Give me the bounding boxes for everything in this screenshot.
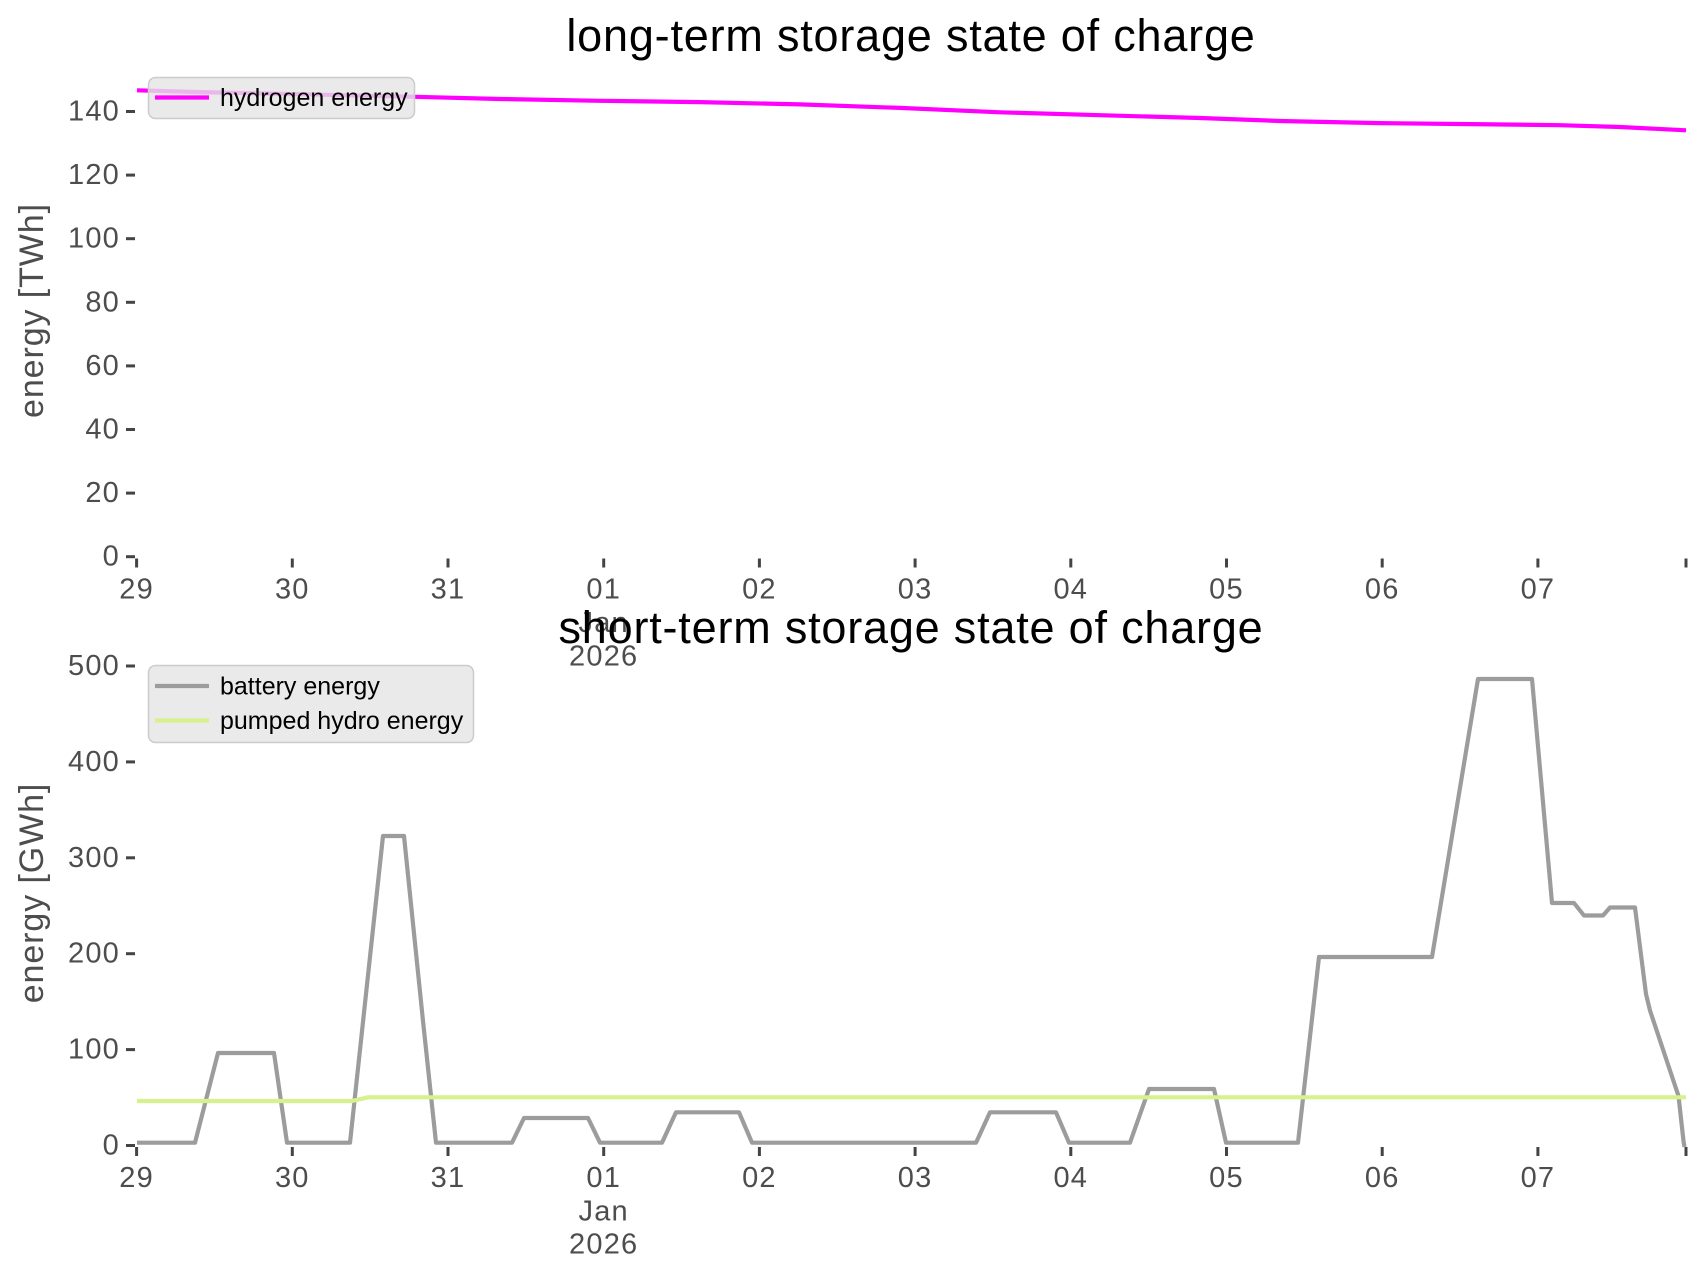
svg-text:400: 400	[68, 746, 120, 778]
svg-text:02: 02	[742, 1162, 777, 1194]
svg-text:03: 03	[898, 574, 933, 606]
svg-text:300: 300	[68, 842, 120, 874]
svg-text:02: 02	[742, 574, 777, 606]
svg-text:40: 40	[85, 414, 120, 446]
svg-text:20: 20	[85, 477, 120, 509]
svg-text:140: 140	[68, 96, 120, 128]
svg-text:Jan: Jan	[579, 607, 629, 639]
svg-text:battery energy: battery energy	[220, 673, 380, 701]
svg-text:01: 01	[586, 574, 621, 606]
svg-text:100: 100	[68, 223, 120, 255]
svg-text:05: 05	[1209, 574, 1244, 606]
svg-text:0: 0	[103, 541, 120, 573]
svg-text:100: 100	[68, 1034, 120, 1066]
svg-text:pumped hydro energy: pumped hydro energy	[220, 707, 464, 735]
svg-text:80: 80	[85, 286, 120, 318]
svg-text:31: 31	[431, 1162, 466, 1194]
svg-text:60: 60	[85, 350, 120, 382]
svg-text:2026: 2026	[569, 1229, 638, 1261]
svg-text:04: 04	[1053, 574, 1088, 606]
svg-text:hydrogen energy: hydrogen energy	[220, 84, 408, 112]
svg-text:29: 29	[119, 1162, 154, 1194]
svg-text:05: 05	[1209, 1162, 1244, 1194]
svg-text:30: 30	[275, 1162, 310, 1194]
svg-text:06: 06	[1365, 574, 1400, 606]
svg-text:31: 31	[431, 574, 466, 606]
svg-text:06: 06	[1365, 1162, 1400, 1194]
svg-text:04: 04	[1053, 1162, 1088, 1194]
svg-text:long-term storage state of cha: long-term storage state of charge	[566, 10, 1255, 61]
svg-text:energy [GWh]: energy [GWh]	[13, 783, 51, 1004]
svg-text:200: 200	[68, 938, 120, 970]
svg-text:0: 0	[103, 1130, 120, 1162]
svg-text:energy [TWh]: energy [TWh]	[13, 203, 51, 418]
svg-text:short-term storage state of ch: short-term storage state of charge	[558, 602, 1263, 653]
svg-text:03: 03	[898, 1162, 933, 1194]
svg-text:30: 30	[275, 574, 310, 606]
svg-text:07: 07	[1521, 1162, 1556, 1194]
svg-text:29: 29	[119, 574, 154, 606]
svg-text:500: 500	[68, 650, 120, 682]
svg-text:120: 120	[68, 159, 120, 191]
svg-text:07: 07	[1521, 574, 1556, 606]
svg-text:Jan: Jan	[579, 1195, 629, 1227]
svg-text:2026: 2026	[569, 640, 638, 672]
svg-text:01: 01	[586, 1162, 621, 1194]
